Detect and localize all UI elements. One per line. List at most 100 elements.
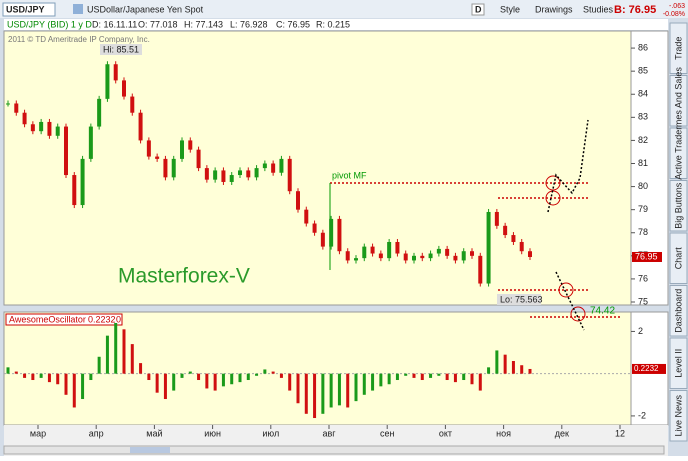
scrollbar[interactable]	[3, 445, 665, 455]
osc-bar	[337, 373, 341, 406]
side-tab-label[interactable]: Trade	[673, 37, 683, 60]
x-tick-label: мар	[30, 428, 46, 438]
osc-bar	[221, 373, 225, 387]
info-range: R: 0.215	[316, 19, 350, 29]
price-tag	[632, 251, 662, 262]
osc-bar	[288, 373, 292, 391]
osc-bar	[155, 373, 159, 393]
lo-box	[497, 294, 541, 305]
osc-bar	[114, 322, 118, 374]
description: USDollar/Japanese Yen Spot	[87, 4, 204, 14]
toolbar	[0, 0, 688, 18]
side-tab[interactable]	[669, 390, 688, 442]
osc-bar	[420, 373, 424, 381]
y-tick-label: 83	[638, 112, 648, 122]
candle	[428, 253, 433, 259]
info-high: H: 77.143	[184, 19, 223, 29]
osc-bar	[271, 371, 275, 374]
side-tab-label[interactable]: Active Trader	[673, 127, 683, 180]
symbol-box[interactable]	[2, 2, 56, 17]
y-tick-label: 86	[638, 42, 648, 52]
y-tick-label: 80	[638, 181, 648, 191]
candle	[88, 126, 93, 159]
candle	[378, 253, 383, 259]
osc-bar	[213, 373, 217, 391]
price-panel	[3, 30, 632, 306]
candle	[113, 64, 118, 81]
osc-bar	[72, 373, 76, 408]
side-tab[interactable]	[669, 285, 688, 337]
side-tab-label[interactable]: Level II	[673, 349, 683, 378]
candle	[354, 258, 358, 261]
x-tick-label: 12	[615, 428, 625, 438]
side-tab[interactable]	[669, 75, 688, 127]
candle	[97, 98, 102, 127]
y-tick-label: 2	[638, 326, 643, 336]
osc-bar	[429, 373, 433, 378]
osc-bar	[130, 344, 134, 374]
candle	[362, 246, 367, 259]
y-tick-label: 82	[638, 135, 648, 145]
button[interactable]: Drawings	[535, 4, 573, 14]
osc-value: 0.2232	[88, 314, 116, 324]
candle	[122, 80, 126, 97]
x-tick-label: ноя	[496, 428, 511, 438]
osc-bar	[354, 373, 358, 402]
osc-bar	[279, 373, 283, 378]
scroll-thumb[interactable]	[130, 447, 170, 453]
button[interactable]: Studies	[583, 4, 614, 14]
osc-bar	[14, 371, 18, 374]
osc-bar	[453, 373, 457, 383]
candle	[337, 218, 342, 252]
candle	[329, 218, 334, 247]
side-tab-label[interactable]: Big Buttons	[673, 182, 683, 229]
side-tab[interactable]	[669, 22, 688, 74]
info-low: L: 76.928	[230, 19, 268, 29]
button[interactable]: Style	[500, 4, 520, 14]
osc-bar	[362, 373, 366, 395]
x-tick-label: сен	[380, 428, 395, 438]
info-close: C: 76.95	[276, 19, 310, 29]
osc-bar	[47, 373, 51, 383]
side-tab-label[interactable]: Times And Sales	[673, 67, 683, 135]
candle	[287, 158, 292, 192]
candle	[204, 168, 209, 180]
period-box[interactable]	[471, 3, 485, 16]
candle	[105, 64, 110, 99]
osc-bar	[64, 373, 68, 395]
osc-bar	[487, 367, 491, 374]
candle	[503, 225, 508, 236]
side-tab[interactable]	[669, 180, 688, 232]
bid: B: 76.95	[614, 4, 656, 16]
osc-bar	[230, 373, 234, 385]
osc-bar	[395, 373, 399, 381]
osc-bar	[445, 373, 449, 381]
target-label: 74.42	[590, 306, 615, 317]
side-tab-label[interactable]: Live News	[673, 394, 683, 436]
osc-bar	[255, 373, 259, 376]
side-tab[interactable]	[669, 337, 688, 389]
y-tick-label: 78	[638, 227, 648, 237]
side-tab-label[interactable]: Chart	[673, 247, 683, 270]
side-tab-label[interactable]: Dashboard	[673, 289, 683, 333]
info-open: O: 77.018	[138, 19, 178, 29]
osc-tag-text: 0.2232	[634, 364, 659, 373]
candle	[213, 170, 218, 180]
osc-bar	[39, 373, 43, 378]
candle	[279, 158, 284, 173]
side-tab[interactable]	[669, 127, 688, 179]
icon[interactable]	[73, 4, 83, 14]
osc-label-box	[5, 313, 123, 326]
osc-bar	[478, 373, 482, 391]
candle	[30, 124, 35, 132]
osc-bar	[23, 373, 27, 378]
candle	[478, 255, 483, 284]
change-pct: -0.08%	[663, 11, 685, 18]
copyright: 2011 © TD Ameritrade IP Company, Inc.	[8, 35, 150, 44]
candle	[296, 191, 300, 210]
side-tab[interactable]	[669, 232, 688, 284]
osc-bar	[511, 361, 515, 374]
x-tick-label: окт	[439, 428, 452, 438]
y-tick-label: 75	[638, 296, 648, 306]
change: -.063	[669, 3, 685, 10]
